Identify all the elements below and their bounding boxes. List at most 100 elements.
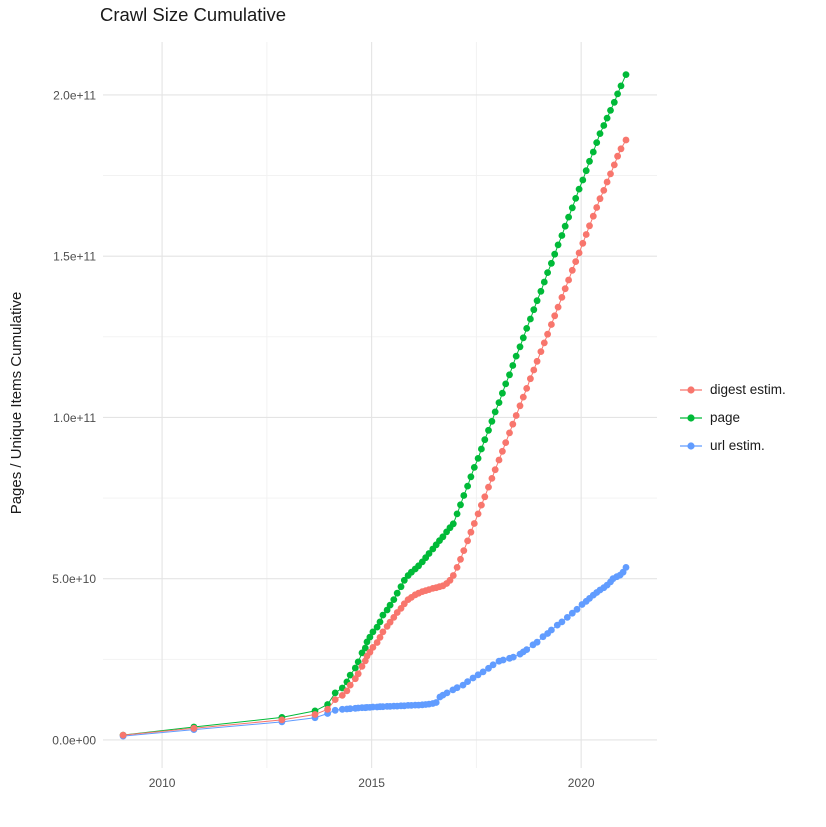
legend-entry-page: page <box>678 409 786 426</box>
data-point <box>530 306 538 314</box>
data-point <box>470 520 478 527</box>
data-point <box>369 628 377 636</box>
data-point <box>537 287 545 295</box>
data-point <box>478 501 485 509</box>
data-point <box>311 711 319 718</box>
data-point <box>617 82 625 90</box>
data-point <box>376 618 384 626</box>
data-point <box>558 294 566 301</box>
data-point <box>400 576 408 584</box>
data-point <box>527 315 534 323</box>
data-point <box>610 98 618 106</box>
data-point <box>593 139 601 147</box>
data-point <box>596 195 604 203</box>
data-point <box>488 417 496 425</box>
data-point <box>439 533 447 541</box>
data-point <box>457 501 464 509</box>
data-point <box>516 343 524 351</box>
data-point <box>516 402 524 410</box>
data-point <box>354 670 362 678</box>
data-point <box>551 250 559 258</box>
x-tick-label: 2010 <box>149 776 176 790</box>
data-point <box>540 339 548 347</box>
data-point <box>379 628 387 636</box>
data-point <box>366 633 374 641</box>
data-point <box>563 614 571 621</box>
data-point <box>596 130 604 138</box>
data-point <box>331 696 339 703</box>
y-tick-label: 1.5e+11 <box>53 250 96 264</box>
y-tick-label: 0.0e+00 <box>52 733 96 747</box>
data-point <box>506 371 513 379</box>
data-point <box>425 550 433 557</box>
data-point <box>579 176 587 184</box>
data-point <box>558 618 566 626</box>
data-point <box>485 426 492 434</box>
data-point <box>622 136 630 144</box>
data-point <box>469 674 477 682</box>
data-point <box>481 493 489 501</box>
data-point <box>554 303 562 311</box>
data-point <box>324 701 331 708</box>
data-point <box>386 601 394 609</box>
data-point <box>457 555 464 563</box>
data-point <box>544 269 551 276</box>
data-point <box>603 114 611 122</box>
data-point <box>509 653 517 661</box>
legend-label: url estim. <box>710 438 765 453</box>
data-point <box>622 71 630 78</box>
data-point <box>358 649 366 657</box>
data-point <box>622 564 630 571</box>
data-point <box>460 492 468 499</box>
data-point <box>474 455 482 462</box>
data-point <box>523 325 531 332</box>
data-point <box>443 689 451 697</box>
data-point <box>558 232 566 239</box>
data-point <box>582 167 590 175</box>
data-point <box>551 312 559 320</box>
data-point <box>499 656 507 664</box>
data-point <box>459 681 467 689</box>
data-point <box>453 564 461 571</box>
data-point <box>464 537 471 545</box>
data-point <box>502 380 510 388</box>
data-point <box>464 482 471 490</box>
data-point <box>582 231 590 238</box>
data-point <box>554 241 562 249</box>
data-point <box>489 661 497 669</box>
data-point <box>509 420 517 428</box>
data-point <box>488 475 496 482</box>
data-point <box>338 692 346 699</box>
data-point <box>390 596 398 603</box>
data-point <box>607 107 614 114</box>
data-point <box>573 605 581 613</box>
data-point <box>491 466 499 474</box>
data-point <box>530 366 538 374</box>
data-point <box>358 663 366 670</box>
data-point <box>519 393 527 401</box>
legend: digest estim. page url estim. <box>678 381 786 454</box>
data-point <box>579 239 587 247</box>
y-tick-label: 1.0e+11 <box>53 411 96 425</box>
data-point <box>351 664 359 672</box>
data-point <box>346 681 354 689</box>
data-point <box>460 547 468 554</box>
data-point <box>506 429 513 437</box>
data-point <box>397 583 405 591</box>
data-point <box>354 658 362 666</box>
data-point <box>509 362 517 369</box>
x-tick-label: 2020 <box>568 776 595 790</box>
data-point <box>512 352 520 360</box>
data-point <box>393 589 401 597</box>
data-point <box>379 611 387 619</box>
data-point <box>593 204 601 211</box>
data-point <box>346 671 354 679</box>
data-point <box>568 266 576 274</box>
data-point <box>467 528 475 536</box>
data-point <box>610 161 618 169</box>
data-point <box>519 334 527 342</box>
data-point <box>361 644 369 652</box>
data-point <box>369 644 377 651</box>
data-point <box>540 278 548 286</box>
